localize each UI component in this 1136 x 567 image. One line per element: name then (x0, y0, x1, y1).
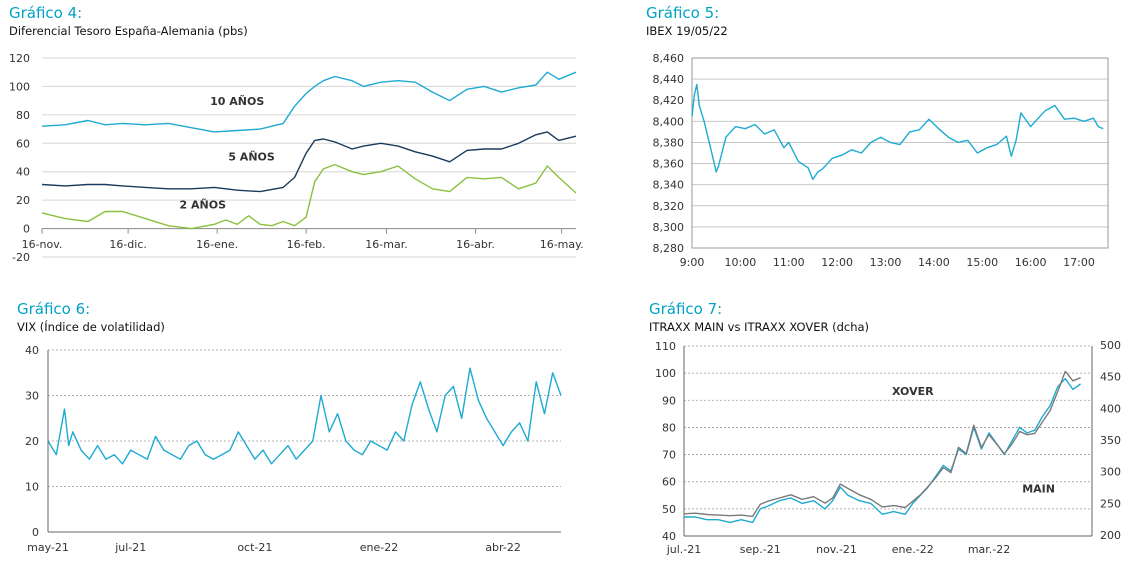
y-tick-label: 8,460 (653, 52, 685, 65)
chart-g6: 0 10 20 30 40 may-21 jul-21 oct-21 ene-22 abr-22 (25, 344, 562, 554)
y-tick-label: 8,440 (653, 73, 685, 86)
x-tick-label: may-21 (27, 541, 69, 554)
y-tick-label: 60 (16, 137, 30, 150)
x-tick-label: 10:00 (725, 256, 757, 269)
x-tick-label: jul-21 (114, 541, 146, 554)
x-tick-label: 17:00 (1063, 256, 1095, 269)
y2-tick-label: 450 (1100, 371, 1121, 384)
y-tick-label: 40 (25, 344, 39, 357)
x-tick-label: 16-abr. (456, 238, 495, 251)
chart-g4: -20 0 20 40 60 80 100 120 16-nov. 16-dic. 16-ene. 1… (9, 52, 584, 264)
chart-g7: 40 50 60 70 80 90 100 110 jul.-21 sep.-21 nov.-21 e… (655, 339, 1121, 556)
x-tick-label: 12:00 (821, 256, 853, 269)
x-tick-label: 16-feb. (287, 238, 326, 251)
y-tick-label: 8,280 (653, 242, 685, 255)
x-tick-label: nov.-21 (816, 543, 857, 556)
y-tick-label: 8,380 (653, 136, 685, 149)
x-tick-label: ene.-22 (892, 543, 934, 556)
x-tick-label: ene-22 (360, 541, 398, 554)
x-tick-label: sep.-21 (740, 543, 781, 556)
chart-heading: Gráfico 4: (9, 4, 83, 22)
series-line-2-anos (41, 163, 577, 230)
x-tick-label: mar.-22 (968, 543, 1010, 556)
y-tick-label: 20 (25, 435, 39, 448)
y-tick-label: 50 (662, 503, 676, 516)
x-tick-label: 13:00 (870, 256, 902, 269)
y-tick-label: 10 (25, 481, 39, 494)
series-line-10-anos (41, 71, 577, 133)
y2-tick-label: 250 (1100, 497, 1121, 510)
y-tick-label: 120 (9, 52, 30, 65)
y2-tick-label: 300 (1100, 466, 1121, 479)
series-line-5-anos (41, 131, 577, 193)
y-tick-label: 8,400 (653, 115, 685, 128)
y-tick-label: 70 (662, 449, 676, 462)
x-tick-label: 16-ene. (196, 238, 238, 251)
y-tick-label: 30 (25, 390, 39, 403)
chart-panel-g4: Gráfico 4: Diferencial Tesoro España-Ale… (0, 0, 600, 285)
x-tick-label: 14:00 (918, 256, 950, 269)
series-line-main (684, 377, 1082, 524)
chart-heading: Gráfico 7: (649, 300, 723, 318)
chart-panel-g5: Gráfico 5: IBEX 19/05/22 8,280 8,300 8,320… (640, 0, 1136, 285)
series-label: 2 AÑOS (180, 199, 227, 212)
series-label: MAIN (1022, 483, 1055, 496)
y-tick-label: 0 (23, 223, 30, 236)
y-tick-label: -20 (12, 251, 30, 264)
series-label: 10 AÑOS (210, 95, 264, 108)
series-line-vix (47, 367, 562, 465)
y2-tick-label: 400 (1100, 402, 1121, 415)
y-tick-label: 8,300 (653, 221, 685, 234)
y-tick-label: 90 (662, 394, 676, 407)
chart-g5: 8,280 8,300 8,320 8,340 8,360 8,380 8,400 8,420… (653, 52, 1109, 269)
y2-tick-label: 350 (1100, 434, 1121, 447)
y-tick-label: 40 (662, 530, 676, 543)
y-tick-label: 100 (9, 80, 30, 93)
x-tick-label: 11:00 (773, 256, 805, 269)
y-tick-label: 60 (662, 476, 676, 489)
y-tick-label: 8,420 (653, 94, 685, 107)
chart-panel-g7: Gráfico 7: ITRAXX MAIN vs ITRAXX XOVER (… (640, 296, 1136, 567)
chart-heading: Gráfico 6: (17, 300, 91, 318)
y2-tick-label: 500 (1100, 339, 1121, 352)
y-tick-label: 100 (655, 367, 676, 380)
chart-heading: Gráfico 5: (646, 4, 720, 22)
series-label: 5 AÑOS (228, 150, 275, 163)
chart-panel-g6: Gráfico 6: VIX (Índice de volatilidad) 0… (0, 296, 600, 567)
y-tick-label: 0 (32, 526, 39, 539)
chart-subtitle: VIX (Índice de volatilidad) (17, 320, 165, 334)
y-tick-label: 80 (662, 421, 676, 434)
series-line-xover (683, 370, 1081, 518)
series-line-ibex (691, 83, 1104, 181)
chart-subtitle: IBEX 19/05/22 (646, 24, 728, 38)
x-tick-label: 15:00 (966, 256, 998, 269)
x-tick-label: 16:00 (1015, 256, 1047, 269)
x-tick-label: abr-22 (485, 541, 521, 554)
y-tick-label: 80 (16, 109, 30, 122)
x-tick-label: 16-may. (540, 238, 584, 251)
x-tick-label: 9:00 (680, 256, 705, 269)
y-tick-label: 20 (16, 194, 30, 207)
x-tick-label: jul.-21 (666, 543, 702, 556)
x-tick-label: 16-mar. (365, 238, 407, 251)
chart-subtitle: ITRAXX MAIN vs ITRAXX XOVER (dcha) (649, 320, 870, 334)
y-tick-label: 40 (16, 166, 30, 179)
x-tick-label: oct-21 (237, 541, 272, 554)
x-tick-label: 16-dic. (109, 238, 147, 251)
y-tick-label: 8,340 (653, 179, 685, 192)
chart-subtitle: Diferencial Tesoro España-Alemania (pbs) (9, 24, 248, 38)
x-tick-label: 16-nov. (22, 238, 63, 251)
plot-frame (691, 57, 1109, 249)
series-label: XOVER (892, 385, 934, 398)
y2-tick-label: 200 (1100, 529, 1121, 542)
y-tick-label: 8,360 (653, 158, 685, 171)
y-tick-label: 110 (655, 340, 676, 353)
y-tick-label: 8,320 (653, 200, 685, 213)
